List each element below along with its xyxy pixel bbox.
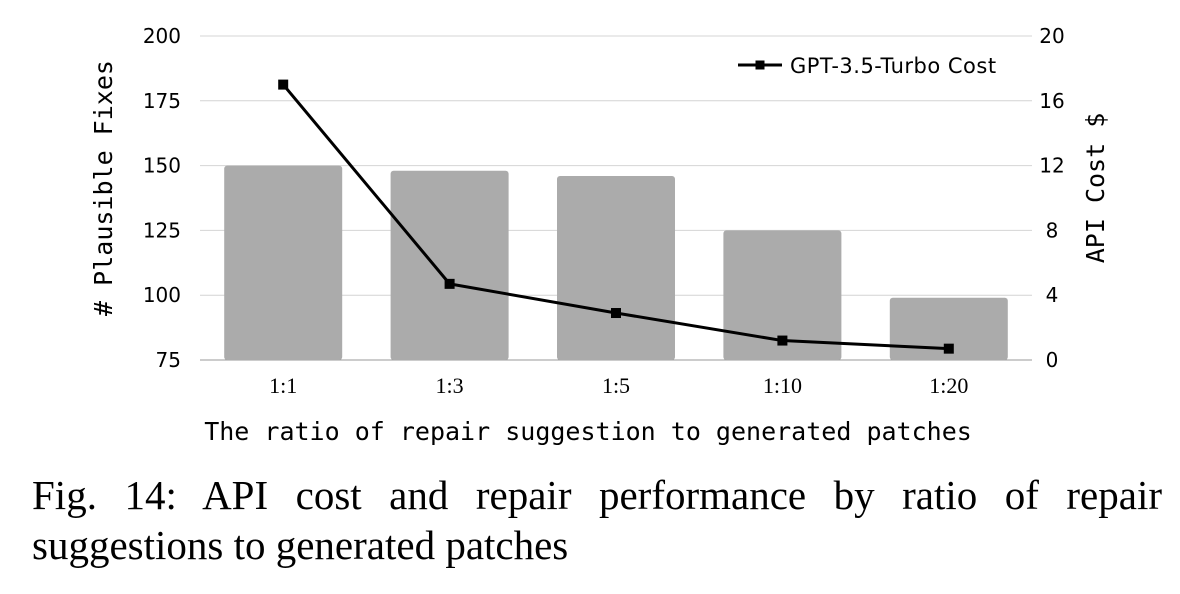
cost-point	[278, 79, 289, 90]
y2-tick-label: 20	[1039, 24, 1064, 48]
y2-tick-label: 4	[1046, 283, 1059, 307]
cost-line	[278, 79, 954, 354]
y-tick-label: 175	[143, 89, 181, 113]
left-axis-ticks: 75 100 125 150 175 200	[143, 24, 181, 372]
legend: GPT-3.5-Turbo Cost	[738, 54, 997, 78]
y-tick-label: 75	[156, 348, 181, 372]
bar	[723, 230, 842, 360]
bar	[390, 170, 509, 360]
x-tick-label: 1:3	[436, 373, 464, 398]
cost-point	[943, 343, 954, 354]
cost-point	[611, 308, 621, 319]
y2-tick-label: 0	[1046, 348, 1059, 372]
right-axis-ticks: 0 4 8 12 16 20	[1039, 24, 1064, 372]
cost-point	[777, 335, 788, 346]
bar	[224, 165, 343, 360]
y2-tick-label: 8	[1046, 218, 1059, 242]
x-tick-label: 1:5	[602, 373, 630, 398]
bars	[224, 165, 1008, 360]
x-tick-label: 1:20	[929, 373, 968, 398]
y-axis-title: # Plausible Fixes	[89, 60, 118, 316]
bar	[889, 297, 1008, 360]
y-tick-label: 150	[143, 154, 181, 178]
y-tick-label: 100	[143, 283, 181, 307]
x-tick-label: 1:1	[269, 373, 297, 398]
category-axis-ticks: 1:1 1:3 1:5 1:10 1:20	[269, 373, 968, 398]
legend-marker-symbol	[755, 60, 765, 70]
figure-caption: Fig. 14: API cost and repair performance…	[32, 472, 1162, 568]
bar	[557, 175, 675, 360]
x-axis-title: The ratio of repair suggestion to genera…	[204, 417, 972, 446]
y2-tick-label: 12	[1039, 154, 1064, 178]
y-tick-label: 125	[143, 218, 181, 242]
y-tick-label: 200	[143, 24, 181, 48]
y2-axis-title: API Cost $	[1081, 113, 1110, 264]
legend-label: GPT-3.5-Turbo Cost	[790, 54, 997, 78]
cost-point	[444, 278, 455, 289]
y2-tick-label: 16	[1039, 89, 1064, 113]
x-tick-label: 1:10	[763, 373, 802, 398]
